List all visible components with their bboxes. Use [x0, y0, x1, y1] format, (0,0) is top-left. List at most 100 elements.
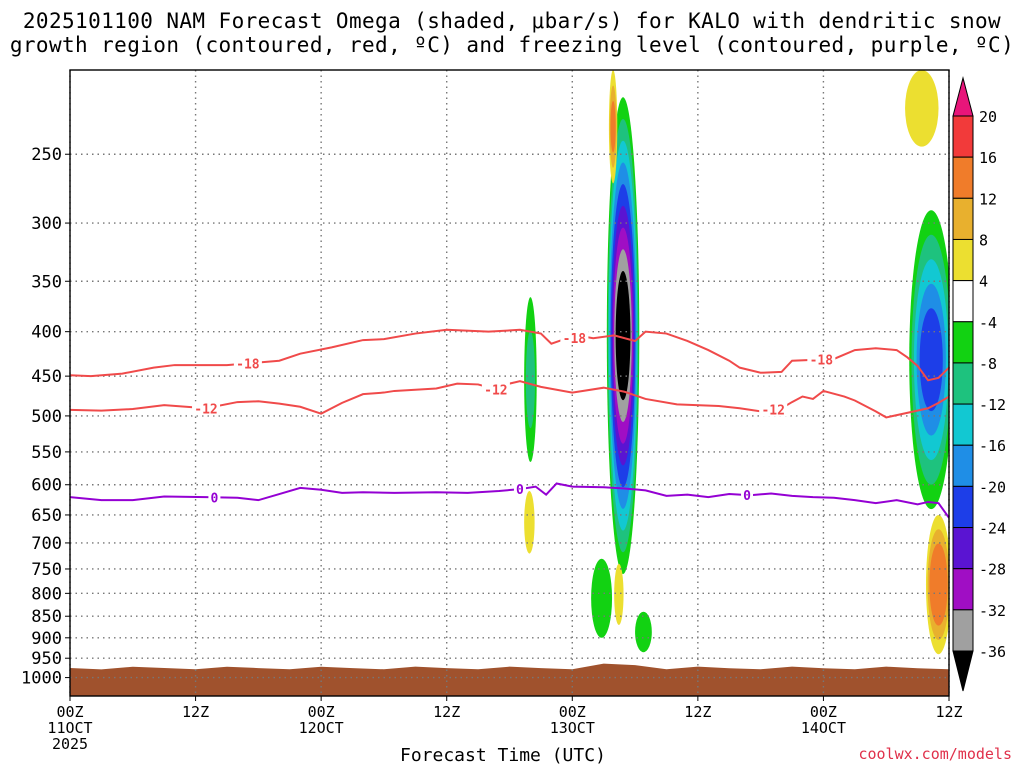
plot-border [69, 69, 950, 697]
y-tick-label: 900 [31, 629, 62, 649]
colorbar-label: 8 [979, 231, 988, 249]
x-tick-label: 11OCT [47, 719, 92, 737]
y-tick-label: 250 [31, 145, 62, 165]
x-tick-label: 00Z [308, 703, 335, 721]
colorbar-swatch [952, 403, 974, 446]
y-tick-label: 750 [31, 560, 62, 580]
x-tick-label: 12Z [935, 703, 962, 721]
contour-label--18: -18 [563, 332, 587, 347]
x-tick-label: 12OCT [299, 719, 344, 737]
grid-lines [69, 70, 950, 696]
contour-label-bg [481, 382, 510, 397]
colorbar-label: -24 [979, 520, 1006, 538]
x-tick-label: 12Z [684, 703, 711, 721]
contour-label-bg [759, 402, 788, 417]
colorbar-swatch [952, 485, 974, 529]
chart-title-line2: growth region (contoured, red, ºC) and f… [9, 33, 1015, 57]
y-tick-label: 1000 [21, 669, 62, 689]
contour-label-bg [513, 482, 526, 497]
contour-line--18 [70, 328, 949, 382]
terrain-fill [70, 663, 949, 696]
x-tick-label: 2025 [52, 735, 88, 753]
y-tick-label: 550 [31, 443, 62, 463]
colorbar-swatch [952, 156, 974, 199]
colorbar-swatch [952, 115, 974, 158]
contour-label-bg [741, 488, 754, 503]
omega-cell-2-8 [615, 271, 631, 401]
omega-cell-9-3 [931, 557, 946, 612]
colorbar-label: 16 [979, 149, 997, 167]
colorbar-label: -16 [979, 437, 1006, 455]
contour-line-0 [70, 482, 949, 519]
colorbar-swatch [952, 238, 974, 282]
colorbar-label: -32 [979, 602, 1006, 620]
colorbar-label: -20 [979, 478, 1006, 496]
y-tick-label: 600 [31, 476, 62, 496]
x-tick-label: 12Z [182, 703, 209, 721]
contour-label--18: -18 [810, 353, 834, 368]
x-tick-label: 12Z [433, 703, 460, 721]
omega-cell-5-1 [593, 574, 610, 622]
x-tick-label: 00Z [810, 703, 837, 721]
colorbar-label: -36 [979, 643, 1006, 661]
contour-label-bg [233, 356, 262, 371]
y-tick-label: 400 [31, 323, 62, 343]
terrain-ground [70, 663, 949, 696]
contour-label-0: 0 [743, 489, 751, 504]
x-tick-label: 00Z [559, 703, 586, 721]
contour-label-0: 0 [516, 483, 524, 498]
colorbar-label: 12 [979, 190, 997, 208]
colorbar-swatch [952, 609, 974, 652]
y-tick-label: 450 [31, 367, 62, 387]
contour-label--12: -12 [194, 402, 217, 417]
omega-shading [524, 70, 949, 655]
colorbar-swatch [952, 280, 974, 323]
contour-label--12: -12 [484, 383, 507, 398]
omega-cell-6-1 [637, 620, 650, 644]
contour-label-bg [192, 401, 221, 416]
colorbar-top-arrow [952, 76, 974, 117]
omega-cell-0-1 [525, 330, 536, 429]
y-tick-label: 800 [31, 584, 62, 604]
contour-label-bg [560, 330, 589, 345]
y-tick-label: 650 [31, 506, 62, 526]
y-axis-ticks: 2503003504004505005506006507007508008509… [21, 145, 70, 689]
colorbar-label: -28 [979, 561, 1006, 579]
y-tick-label: 300 [31, 214, 62, 234]
x-tick-label: 14OCT [801, 719, 846, 737]
contour-label--12: -12 [761, 404, 784, 419]
y-tick-label: 500 [31, 407, 62, 427]
credit-text: coolwx.com/models [858, 745, 1012, 763]
contour-label-0: 0 [210, 491, 218, 506]
contour-label-bg [807, 352, 836, 367]
colorbar-bottom-arrow [952, 650, 974, 692]
omega-cell-3-2 [610, 100, 616, 153]
omega-cell-4-1 [615, 576, 623, 613]
x-tick-label: 13OCT [550, 719, 595, 737]
x-axis-label: Forecast Time (UTC) [400, 745, 606, 766]
omega-cell-7-4 [919, 308, 943, 412]
colorbar-swatch [952, 321, 974, 364]
colorbar-label: -4 [979, 314, 997, 332]
contour-label-bg [208, 490, 221, 505]
colorbar-swatch [952, 362, 974, 405]
colorbar-label: 4 [979, 273, 988, 291]
colorbar-swatch [952, 527, 974, 570]
contour-label--18: -18 [236, 357, 260, 372]
colorbar-label: 20 [979, 108, 997, 126]
colorbar-swatch [952, 568, 974, 611]
y-tick-label: 950 [31, 649, 62, 669]
contour-line--12 [70, 380, 949, 419]
y-tick-label: 700 [31, 534, 62, 554]
y-tick-label: 350 [31, 272, 62, 292]
colorbar-label: -12 [979, 396, 1006, 414]
colorbar-swatch [952, 197, 974, 240]
plot-frame [69, 69, 950, 697]
colorbar-label: -8 [979, 355, 997, 373]
contour-lines: -18 -18 -18 -12 -12 -12 0 0 0 [70, 328, 949, 519]
x-tick-label: 00Z [56, 703, 83, 721]
y-tick-label: 850 [31, 607, 62, 627]
omega-cell-8-1 [909, 85, 934, 131]
